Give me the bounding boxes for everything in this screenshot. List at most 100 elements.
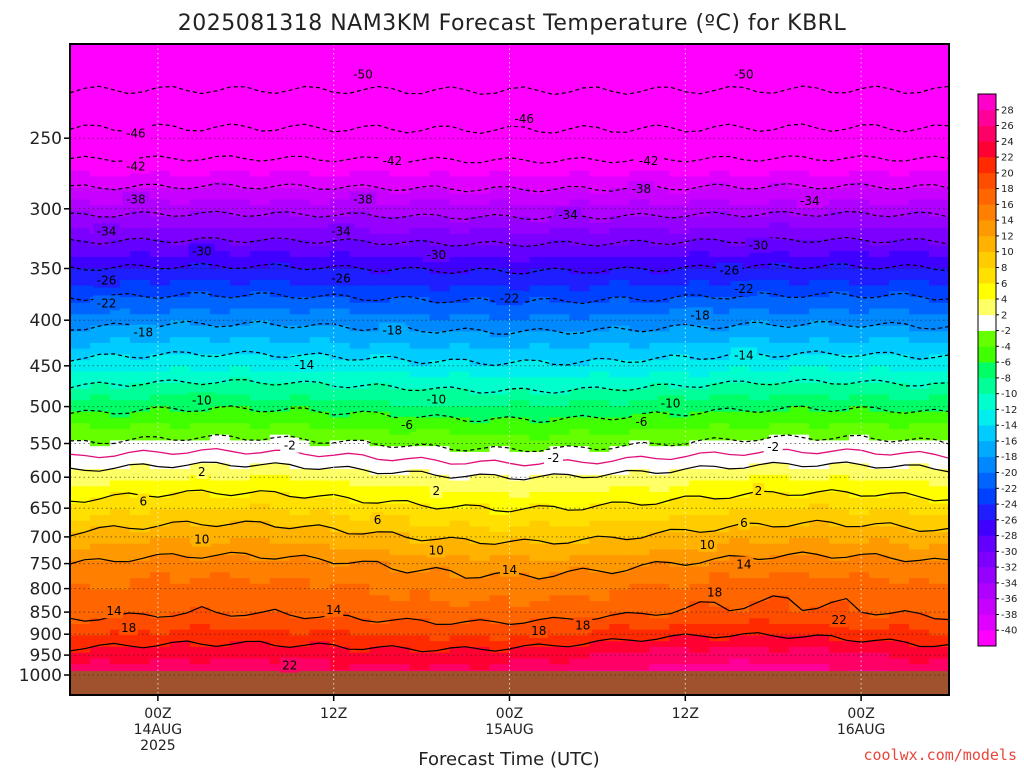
heatmap-cell <box>889 296 910 303</box>
heatmap-cell <box>749 600 770 607</box>
heatmap-cell <box>129 210 151 217</box>
heatmap-cell <box>129 600 151 607</box>
heatmap-cell <box>289 497 311 504</box>
heatmap-cell <box>829 479 850 487</box>
heatmap-cell <box>489 147 511 154</box>
heatmap-cell <box>349 112 371 120</box>
heatmap-cell <box>169 531 191 538</box>
heatmap-cell <box>209 422 231 429</box>
heatmap-cell <box>349 468 371 475</box>
heatmap-cell <box>89 319 111 326</box>
heatmap-cell <box>589 428 610 435</box>
heatmap-cell <box>70 353 91 361</box>
heatmap-cell <box>229 502 251 510</box>
heatmap-cell <box>769 348 790 355</box>
heatmap-cell <box>509 152 531 160</box>
heatmap-cell <box>669 531 690 538</box>
heatmap-cell <box>589 89 610 97</box>
heatmap-cell <box>289 640 311 647</box>
heatmap-cell <box>489 554 511 561</box>
heatmap-cell <box>889 451 910 458</box>
heatmap-cell <box>749 307 770 315</box>
heatmap-cell <box>629 640 650 647</box>
heatmap-cell <box>549 617 571 624</box>
heatmap-cell <box>89 652 111 659</box>
heatmap-cell <box>109 520 131 527</box>
heatmap-cell <box>509 55 531 62</box>
heatmap-cell <box>169 55 191 62</box>
heatmap-cell <box>349 175 371 183</box>
heatmap-cell <box>289 370 311 378</box>
contour-label: 22 <box>282 659 297 673</box>
heatmap-cell <box>729 336 750 343</box>
heatmap-cell <box>249 325 271 332</box>
heatmap-cell <box>369 267 391 275</box>
heatmap-cell <box>729 497 750 504</box>
heatmap-cell <box>229 370 251 378</box>
heatmap-cell <box>249 330 271 338</box>
heatmap-cell <box>169 325 191 332</box>
heatmap-cell <box>549 479 571 487</box>
heatmap-cell <box>709 296 730 303</box>
heatmap-cell <box>409 531 431 538</box>
heatmap-cell <box>729 428 750 435</box>
heatmap-cell <box>469 611 491 619</box>
heatmap-cell <box>649 61 670 68</box>
heatmap-cell <box>70 491 91 498</box>
heatmap-cell <box>829 227 850 234</box>
heatmap-cell <box>289 193 311 200</box>
heatmap-cell <box>869 256 890 263</box>
heatmap-cell <box>649 382 670 389</box>
heatmap-cell <box>769 244 790 252</box>
heatmap-cell <box>809 382 830 389</box>
heatmap-cell <box>849 485 870 493</box>
heatmap-cell <box>369 307 391 315</box>
heatmap-cell <box>929 600 949 607</box>
heatmap-cell <box>929 594 949 602</box>
heatmap-cell <box>529 66 551 74</box>
heatmap-cell <box>829 537 850 544</box>
heatmap-cell <box>529 130 551 137</box>
heatmap-cell <box>109 325 131 332</box>
heatmap-cell <box>109 497 131 504</box>
heatmap-cell <box>549 365 571 372</box>
contour-label-bg <box>573 617 593 633</box>
heatmap-cell <box>349 548 371 556</box>
heatmap-cell <box>569 434 591 441</box>
heatmap-cell <box>709 428 730 435</box>
heatmap-cell <box>229 451 251 458</box>
heatmap-cell <box>509 388 531 395</box>
heatmap-cell <box>89 520 111 527</box>
heatmap-cell <box>629 491 650 498</box>
heatmap-cell <box>369 181 391 189</box>
contour-label: 10 <box>194 533 209 547</box>
heatmap-cell <box>389 44 411 51</box>
heatmap-cell <box>209 652 231 659</box>
heatmap-cell <box>569 89 591 97</box>
heatmap-cell <box>349 588 371 596</box>
heatmap-cell <box>789 55 810 62</box>
heatmap-cell <box>70 124 91 131</box>
heatmap-cell <box>589 468 610 475</box>
heatmap-cell <box>609 175 630 183</box>
heatmap-cell <box>349 181 371 189</box>
heatmap-cell <box>209 388 231 395</box>
heatmap-cell <box>349 485 371 493</box>
heatmap-cell <box>429 44 451 51</box>
heatmap-cell <box>849 370 870 378</box>
heatmap-cell <box>389 118 411 125</box>
heatmap-cell <box>729 187 750 194</box>
contour-label-bg <box>730 66 758 82</box>
heatmap-cell <box>349 158 371 166</box>
heatmap-cell <box>809 95 830 102</box>
contour-line <box>70 350 949 367</box>
heatmap-cell <box>689 181 710 189</box>
heatmap-cell <box>909 617 930 624</box>
heatmap-cell <box>169 451 191 458</box>
heatmap-cell <box>709 221 730 229</box>
heatmap-cell <box>109 302 131 309</box>
heatmap-cell <box>589 49 610 57</box>
heatmap-cell <box>649 112 670 120</box>
heatmap-cell <box>529 399 551 406</box>
heatmap-cell <box>609 342 630 349</box>
